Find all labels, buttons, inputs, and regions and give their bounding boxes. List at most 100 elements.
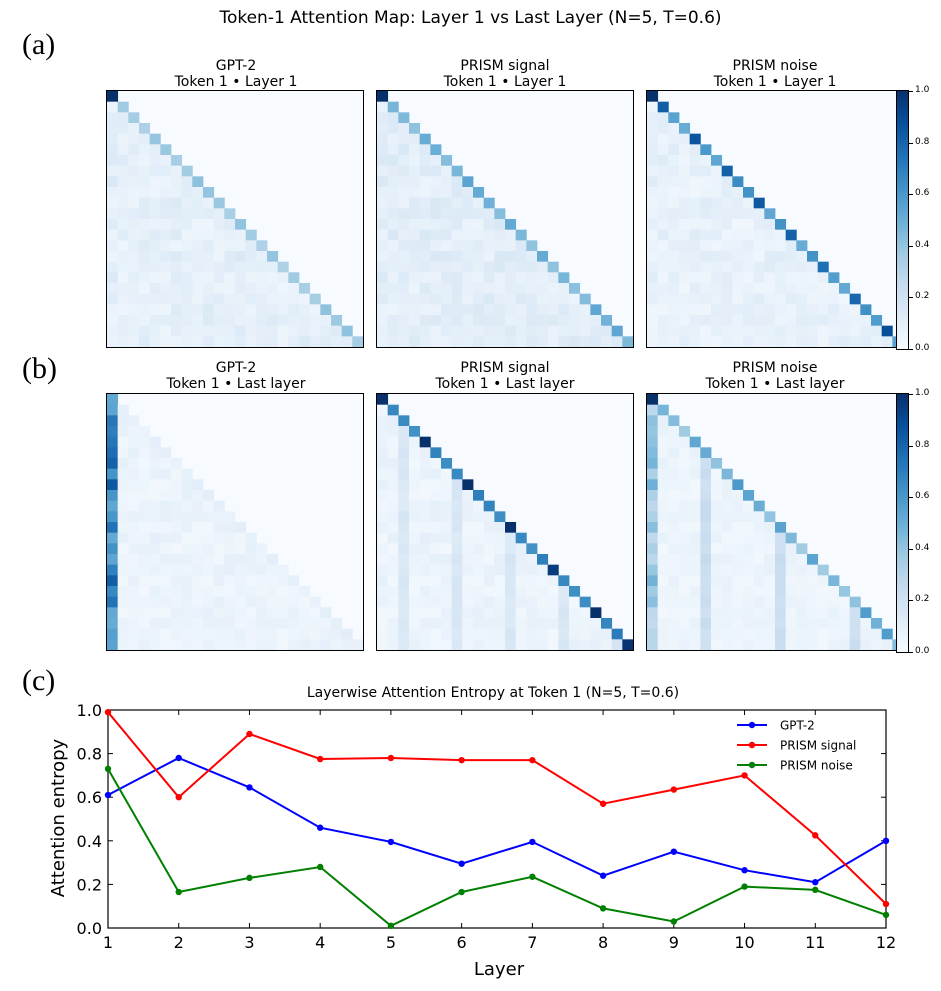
heatmap-cell <box>430 628 442 640</box>
heatmap-cell <box>192 607 204 619</box>
heatmap-cell <box>689 468 701 480</box>
heatmap-cell <box>181 165 193 177</box>
heatmap-cell <box>107 532 119 544</box>
heatmap-cell <box>483 251 495 263</box>
heatmap-cell <box>611 325 623 337</box>
heatmap-cell <box>224 325 236 337</box>
heatmap-cell <box>387 532 399 544</box>
heatmap-cell <box>107 144 119 156</box>
heatmap-cell <box>117 426 129 438</box>
heatmap-cell <box>192 511 204 523</box>
heatmap-cell <box>473 208 485 220</box>
heatmap-cell <box>149 229 161 241</box>
heatmap-cell <box>689 596 701 608</box>
heatmap-cell <box>419 251 431 263</box>
heatmap-cell <box>753 586 765 598</box>
heatmap-cell <box>181 511 193 523</box>
heatmap-cell <box>753 251 765 263</box>
heatmap-cell <box>451 607 463 619</box>
heatmap-cell <box>409 436 421 448</box>
heatmap-cell <box>139 639 151 650</box>
heatmap-cell <box>764 628 776 640</box>
heatmap-cell <box>647 628 659 640</box>
heatmap-cell <box>775 251 787 263</box>
heatmap-cell <box>430 304 442 316</box>
heatmap-cell <box>860 325 872 337</box>
data-point-gpt-2 <box>670 848 678 855</box>
heatmap-cell <box>473 219 485 231</box>
heatmap-cell <box>160 532 172 544</box>
heatmap-cell <box>590 639 602 650</box>
heatmap-cell <box>764 586 776 598</box>
heatmap-cell <box>398 436 410 448</box>
heatmap-cell <box>203 251 215 263</box>
y-tick-label: 0.4 <box>77 832 102 851</box>
heatmap-cell <box>139 447 151 459</box>
heatmap-cell <box>526 293 538 305</box>
heatmap-cell <box>764 564 776 576</box>
heatmap-cell <box>409 251 421 263</box>
heatmap-cell <box>796 261 808 273</box>
heatmap-cell <box>128 564 140 576</box>
heatmap-cell <box>579 315 591 327</box>
heatmap-cell <box>409 155 421 167</box>
data-point-gpt-2 <box>741 867 748 874</box>
heatmap-cell <box>590 607 602 619</box>
map-title-a1-model: GPT-2 <box>215 58 257 74</box>
heatmap-cell <box>309 618 321 630</box>
heatmap-cell <box>473 532 485 544</box>
heatmap-cell <box>775 240 787 252</box>
heatmap-cell <box>245 336 257 347</box>
heatmap-cell <box>647 426 659 438</box>
heatmap-cell <box>700 240 712 252</box>
heatmap-cell <box>387 187 399 199</box>
heatmap-cell <box>377 458 389 470</box>
heatmap-cell <box>192 554 204 566</box>
heatmap-cell <box>547 315 559 327</box>
heatmap-cell <box>721 468 733 480</box>
data-point-prism-signal <box>458 756 465 764</box>
heatmap-cell <box>526 272 538 284</box>
heatmap-cell <box>171 618 183 630</box>
heatmap-cell <box>192 208 204 220</box>
heatmap-cell <box>235 607 247 619</box>
heatmap-cell <box>526 586 538 598</box>
heatmap-cell <box>657 458 669 470</box>
heatmap-cell <box>668 575 680 587</box>
heatmap-cell <box>764 618 776 630</box>
heatmap-cell <box>558 575 570 587</box>
heatmap-cell <box>569 639 581 650</box>
heatmap-cell <box>377 426 389 438</box>
heatmap-cell <box>377 101 389 113</box>
heatmap-cell <box>149 543 161 555</box>
heatmap-cell <box>483 229 495 241</box>
heatmap-cell <box>839 304 851 316</box>
heatmap-cell <box>700 176 712 188</box>
heatmap-cell <box>569 336 581 347</box>
heatmap-cell <box>192 304 204 316</box>
heatmap-cell <box>775 554 787 566</box>
heatmap-cell <box>732 628 744 640</box>
heatmap-cell <box>160 304 172 316</box>
heatmap-cell <box>732 596 744 608</box>
heatmap-cell <box>441 618 453 630</box>
heatmap-cell <box>149 447 161 459</box>
heatmap-cell <box>224 251 236 263</box>
heatmap-cell <box>171 522 183 534</box>
heatmap-cell <box>505 283 517 295</box>
heatmap-cell <box>398 251 410 263</box>
heatmap-cell <box>775 628 787 640</box>
heatmap-cell <box>149 628 161 640</box>
heatmap-cell <box>721 607 733 619</box>
heatmap-cell <box>377 144 389 156</box>
heatmap-cell <box>377 240 389 252</box>
colorbar-tick-label: 0.4 <box>915 542 930 553</box>
heatmap-cell <box>668 261 680 273</box>
heatmap-cell <box>430 283 442 295</box>
heatmap-cell <box>203 325 215 337</box>
heatmap-cell <box>732 522 744 534</box>
heatmap-cell <box>601 639 613 650</box>
heatmap-cell <box>203 490 215 502</box>
heatmap-cell <box>171 197 183 209</box>
heatmap-cell <box>160 187 172 199</box>
